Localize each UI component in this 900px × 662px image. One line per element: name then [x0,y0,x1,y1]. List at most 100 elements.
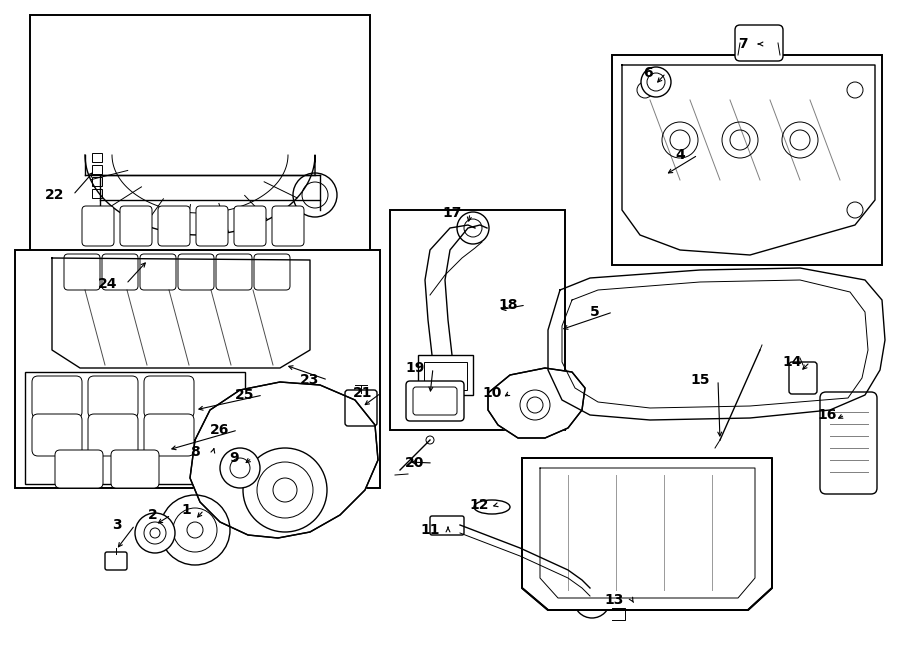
FancyBboxPatch shape [144,414,194,456]
Circle shape [257,462,313,518]
Text: 21: 21 [353,386,373,400]
Circle shape [847,202,863,218]
Text: 15: 15 [690,373,710,387]
Circle shape [243,448,327,532]
Circle shape [847,82,863,98]
Text: 4: 4 [675,148,685,162]
FancyBboxPatch shape [105,552,127,570]
FancyBboxPatch shape [345,390,377,426]
Text: 2: 2 [148,508,157,522]
FancyBboxPatch shape [64,254,100,290]
FancyBboxPatch shape [406,381,464,421]
Circle shape [520,390,550,420]
Circle shape [637,82,653,98]
Text: 12: 12 [469,498,489,512]
Text: 24: 24 [98,277,118,291]
FancyBboxPatch shape [88,376,138,418]
Text: 16: 16 [817,408,837,422]
Circle shape [426,436,434,444]
FancyBboxPatch shape [430,516,464,535]
Bar [92,153,102,162]
Text: 25: 25 [235,388,255,402]
Circle shape [722,122,758,158]
Polygon shape [85,155,315,235]
Text: 3: 3 [112,518,122,532]
Circle shape [220,448,260,488]
Circle shape [293,173,337,217]
FancyBboxPatch shape [32,414,82,456]
Text: 14: 14 [782,355,802,369]
Circle shape [187,522,203,538]
Circle shape [670,130,690,150]
Circle shape [230,458,250,478]
Circle shape [647,73,665,91]
Text: 6: 6 [644,66,652,80]
Circle shape [150,528,160,538]
Circle shape [160,495,230,565]
FancyBboxPatch shape [178,254,214,290]
Text: 22: 22 [45,188,65,202]
FancyBboxPatch shape [144,376,194,418]
Text: 1: 1 [181,503,191,517]
Text: 23: 23 [301,373,320,387]
Text: 10: 10 [482,386,501,400]
Text: 20: 20 [405,456,425,470]
FancyBboxPatch shape [196,206,228,246]
Circle shape [641,67,671,97]
FancyBboxPatch shape [254,254,290,290]
Circle shape [144,522,166,544]
FancyBboxPatch shape [158,206,190,246]
Circle shape [582,590,602,610]
Circle shape [790,130,810,150]
Bar [390,210,565,430]
Bar [424,362,467,390]
Bar [25,372,245,484]
FancyBboxPatch shape [735,25,783,61]
Text: 11: 11 [420,523,440,537]
Text: 18: 18 [499,298,517,312]
FancyBboxPatch shape [82,206,114,246]
Bar [92,177,102,186]
Bar [30,15,370,305]
Text: 17: 17 [442,206,462,220]
FancyBboxPatch shape [789,362,817,394]
FancyBboxPatch shape [216,254,252,290]
FancyBboxPatch shape [111,450,159,488]
Text: 7: 7 [738,37,748,51]
Text: 8: 8 [190,445,200,459]
Circle shape [302,182,328,208]
Circle shape [273,478,297,502]
FancyBboxPatch shape [413,387,457,415]
Bar [612,55,882,265]
Text: 13: 13 [604,593,624,607]
Circle shape [457,212,489,244]
Polygon shape [522,458,772,610]
FancyBboxPatch shape [272,206,304,246]
Text: 26: 26 [211,423,230,437]
FancyBboxPatch shape [32,376,82,418]
Circle shape [782,122,818,158]
Bar [15,250,380,488]
Circle shape [527,397,543,413]
Text: 19: 19 [405,361,425,375]
Bar [92,189,102,198]
Polygon shape [190,382,378,538]
Circle shape [574,582,610,618]
Circle shape [135,513,175,553]
Bar [418,355,473,395]
FancyBboxPatch shape [55,450,103,488]
Circle shape [730,130,750,150]
FancyBboxPatch shape [820,392,877,494]
Polygon shape [622,65,875,255]
Circle shape [173,508,217,552]
FancyBboxPatch shape [234,206,266,246]
FancyBboxPatch shape [88,414,138,456]
FancyBboxPatch shape [140,254,176,290]
Circle shape [464,219,482,237]
Ellipse shape [474,500,510,514]
Text: 9: 9 [230,451,238,465]
FancyBboxPatch shape [102,254,138,290]
Circle shape [662,122,698,158]
Text: 5: 5 [590,305,600,319]
Polygon shape [488,368,585,438]
